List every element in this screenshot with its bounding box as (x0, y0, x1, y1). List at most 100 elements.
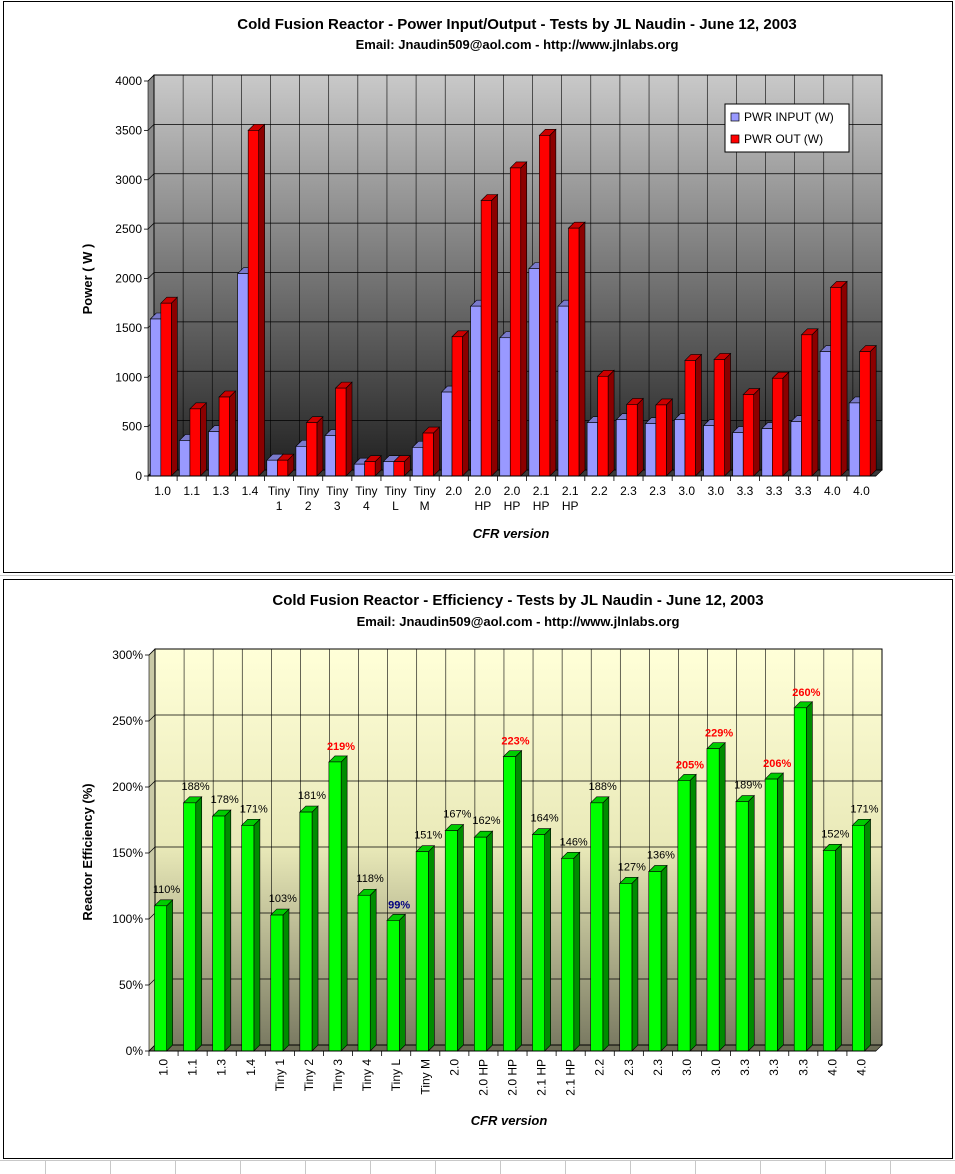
efficiency-plot-area: 0% 50% 100% 150% 200% 250% 300% 110% 1.0 188% 1.1 1… (112, 648, 883, 1096)
efficiency-x-tick-label: 4.0 (854, 1059, 868, 1076)
efficiency-bar-side (864, 818, 871, 1052)
efficiency-bar-side (166, 899, 173, 1052)
power-bar-output (800, 328, 819, 477)
efficiency-data-label: 151% (414, 830, 442, 842)
efficiency-bar-front (415, 851, 429, 1052)
power-bar-input-front (237, 273, 249, 477)
efficiency-chart-frame[interactable]: Cold Fusion Reactor - Efficiency - Tests… (3, 579, 953, 1159)
power-bar-output-side (811, 328, 819, 477)
power-x-tick-label: 1.1 (183, 484, 200, 498)
power-bar-input-front (586, 422, 598, 477)
power-bar-output-front (393, 461, 405, 477)
efficiency-bar-front (357, 894, 371, 1052)
power-bar-input-front (470, 305, 482, 477)
power-y-tick-label: 500 (122, 420, 142, 434)
power-bar-output-side (316, 415, 324, 477)
efficiency-bar-side (777, 772, 784, 1052)
efficiency-y-tick-label: 150% (112, 846, 143, 860)
power-chart-title: Cold Fusion Reactor - Power Input/Output… (237, 16, 797, 33)
efficiency-bar-side (428, 844, 435, 1052)
efficiency-bar (153, 899, 174, 1052)
power-bar-output-side (433, 426, 440, 477)
efficiency-bar-side (282, 908, 290, 1052)
power-y-tick-label: 1500 (115, 321, 142, 335)
efficiency-gridline-wall (148, 978, 156, 986)
efficiency-x-axis-title: CFR version (471, 1113, 548, 1128)
power-chart-frame[interactable]: Cold Fusion Reactor - Power Input/Output… (3, 1, 953, 573)
power-x-tick-label: Tiny (268, 484, 290, 498)
power-bar-input-front (761, 428, 773, 477)
power-bar-output (247, 123, 266, 477)
efficiency-bar (299, 805, 319, 1052)
efficiency-x-tick-label: 2.0 HP (506, 1059, 520, 1096)
efficiency-bar (211, 809, 232, 1052)
power-x-tick-label: 4.0 (824, 484, 841, 498)
efficiency-x-tick-label: 2.1 HP (535, 1059, 549, 1096)
power-bar-input-front (266, 459, 278, 477)
efficiency-bar-side (195, 796, 203, 1052)
power-bar-output-front (655, 404, 667, 477)
power-bar-input-front (412, 447, 424, 477)
power-y-tick-label: 1000 (115, 370, 142, 384)
power-x-tick-label: 2.3 (649, 484, 666, 498)
power-x-tick-label: 2.1 (562, 484, 579, 498)
power-x-tick-label: 3.3 (766, 484, 783, 498)
efficiency-data-label: 164% (531, 813, 559, 825)
efficiency-bar (560, 851, 581, 1052)
power-bar-output-side (229, 390, 236, 477)
efficiency-y-tick-label: 250% (112, 714, 143, 728)
power-bar-output-side (462, 330, 469, 477)
power-x-tick-label: Tiny (297, 484, 319, 498)
power-y-tick-label: 2500 (115, 222, 142, 236)
power-bar-output-front (364, 461, 376, 477)
power-bar-output (829, 280, 848, 477)
power-bar-input-front (353, 463, 365, 477)
efficiency-bar (415, 844, 436, 1052)
efficiency-bar-side (253, 818, 261, 1052)
power-bar-output-side (782, 371, 790, 477)
efficiency-bar-front (532, 834, 545, 1052)
efficiency-bar-front (590, 802, 604, 1052)
efficiency-data-label: 99% (388, 899, 410, 911)
efficiency-data-label: 188% (589, 781, 617, 793)
power-bar-input-front (528, 268, 540, 477)
power-x-tick-label: M (420, 499, 430, 513)
efficiency-bar-front (386, 920, 400, 1052)
efficiency-bar-front (706, 748, 720, 1052)
power-x-tick-label: 3.3 (737, 484, 754, 498)
efficiency-gridline-wall (148, 714, 156, 722)
power-bar-output-front (539, 135, 551, 477)
power-bar-output-side (491, 193, 498, 477)
efficiency-data-label: 127% (618, 861, 646, 873)
power-bar-output (509, 161, 528, 477)
efficiency-bar (357, 888, 377, 1052)
efficiency-data-label: 229% (705, 728, 733, 740)
efficiency-gridline-wall (148, 846, 156, 854)
power-bar-output-front (772, 377, 784, 477)
power-bar-output-front (422, 432, 434, 477)
power-bar-output (596, 369, 615, 477)
efficiency-x-tick-label: 3.0 (709, 1059, 723, 1076)
efficiency-data-label: 178% (211, 794, 239, 806)
power-x-tick-label: Tiny (326, 484, 348, 498)
efficiency-x-tick-label: 2.2 (593, 1059, 607, 1076)
power-bar-output-front (276, 459, 289, 477)
power-x-tick-label: 1 (276, 499, 283, 513)
power-bar-input-front (382, 461, 395, 477)
efficiency-x-tick-label: 3.3 (796, 1059, 810, 1076)
power-bar-output-front (830, 287, 842, 477)
power-bar-input-front (819, 351, 831, 477)
efficiency-bar (502, 749, 523, 1052)
efficiency-bar-side (544, 827, 551, 1052)
legend-swatch-input (730, 112, 740, 122)
efficiency-y-tick-label: 300% (112, 648, 143, 662)
power-x-tick-label: 2 (305, 499, 312, 513)
power-bar-output-side (724, 352, 731, 477)
power-x-tick-label: HP (533, 499, 550, 513)
efficiency-bar-side (602, 796, 610, 1052)
power-plot-area: 0 500 1000 1500 2000 2500 3000 3500 4000 1.0 1.1 1.… (115, 74, 883, 513)
power-bar-output (858, 344, 877, 477)
power-bar-output-side (578, 221, 586, 477)
efficiency-bar-front (328, 761, 342, 1052)
power-bar-output (363, 454, 382, 477)
